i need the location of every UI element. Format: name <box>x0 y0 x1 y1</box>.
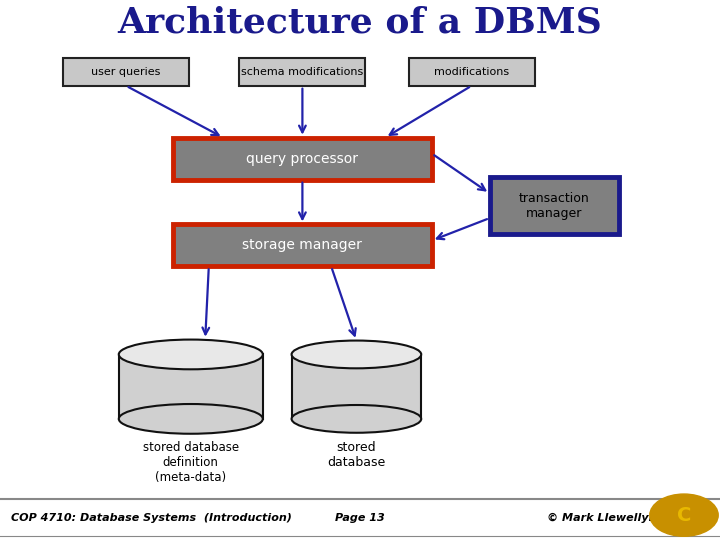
Text: stored database
definition
(meta-data): stored database definition (meta-data) <box>143 441 239 484</box>
Ellipse shape <box>649 494 719 536</box>
Text: C: C <box>677 505 691 525</box>
Text: © Mark Llewellyn: © Mark Llewellyn <box>547 513 657 523</box>
Text: stored
database: stored database <box>328 441 385 469</box>
Ellipse shape <box>119 404 263 434</box>
Text: user queries: user queries <box>91 67 161 77</box>
Ellipse shape <box>292 341 421 368</box>
Text: COP 4710: Database Systems  (Introduction): COP 4710: Database Systems (Introduction… <box>11 513 292 523</box>
FancyBboxPatch shape <box>490 177 619 234</box>
Text: storage manager: storage manager <box>243 238 362 252</box>
FancyBboxPatch shape <box>173 224 432 266</box>
Bar <box>292 354 421 419</box>
Text: Page 13: Page 13 <box>335 513 385 523</box>
Text: schema modifications: schema modifications <box>241 67 364 77</box>
Text: query processor: query processor <box>246 152 359 166</box>
Ellipse shape <box>119 340 263 369</box>
Text: Architecture of a DBMS: Architecture of a DBMS <box>117 5 603 39</box>
Bar <box>119 354 263 419</box>
FancyBboxPatch shape <box>173 138 432 180</box>
Ellipse shape <box>292 405 421 433</box>
FancyBboxPatch shape <box>239 58 366 85</box>
Text: transaction
manager: transaction manager <box>519 192 590 220</box>
FancyBboxPatch shape <box>409 58 534 85</box>
Text: modifications: modifications <box>434 67 509 77</box>
FancyBboxPatch shape <box>63 58 189 85</box>
